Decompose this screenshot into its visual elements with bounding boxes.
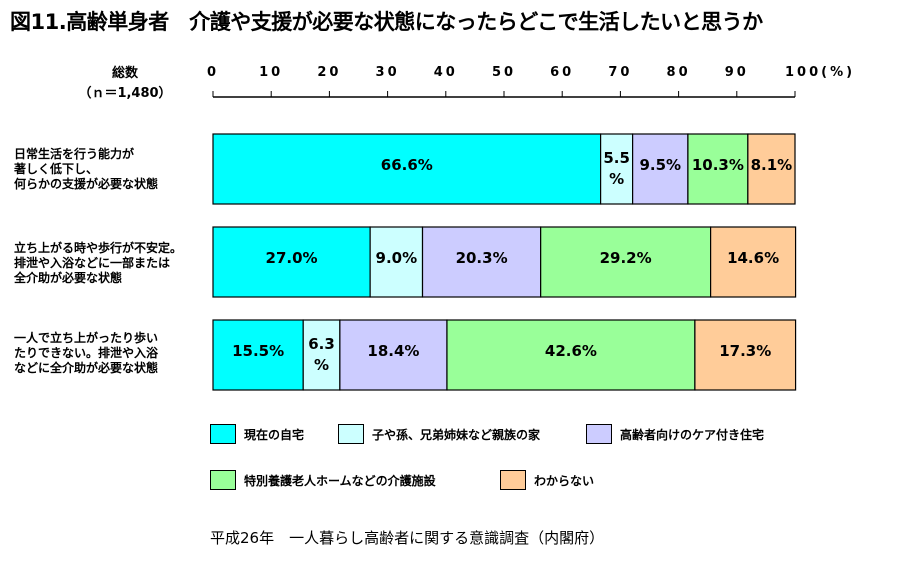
category-label-line: 立ち上がる時や歩行が不安定。 [14,241,183,255]
bar-segment [369,226,424,298]
data-label: 42.6% [545,342,597,360]
legend-swatch [338,424,364,444]
category-label: 一人で立ち上がったり歩い たりできない。排泄や入浴 などに全介助が必要な状態 [14,331,158,376]
data-label: 17.3% [719,342,771,360]
x-tick-label: 20 [317,65,341,80]
x-tick-label: 30 [376,65,400,80]
bar-segment [421,226,542,298]
bar-segment [710,226,797,298]
category-label-line: 全介助が必要な状態 [14,271,123,285]
bar-segment [339,319,448,391]
bar-segment [212,226,371,298]
bar-segment [302,319,341,391]
legend-swatch [586,424,612,444]
data-label: 8.1% [751,156,793,174]
x-tick-label: 50 [492,65,516,80]
category-label-line: 排泄や入浴などに一部または [14,256,171,270]
data-label: 27.0% [266,249,318,267]
data-label: 10.3% [692,156,744,174]
legend-label: 高齢者向けのケア付き住宅 [620,428,765,442]
source-note: 平成26年 一人暮らし高齢者に関する意識調査（内閣府） [210,529,605,547]
data-label: 66.6% [381,156,433,174]
data-label: 20.3% [456,249,508,267]
category-label: 立ち上がる時や歩行が不安定。 排泄や入浴などに一部または 全介助が必要な状態 [14,241,182,286]
bar-segment [600,133,634,205]
data-label: 9.0% [376,249,418,267]
data-label: 5.5 [603,149,630,167]
data-label: 29.2% [600,249,652,267]
legend-swatch [500,470,526,490]
x-tick-label: 0 [207,65,219,80]
x-tick-label: 40 [434,65,458,80]
legend-label: 特別養護老人ホームなどの介護施設 [244,474,436,488]
data-label: 15.5% [232,342,284,360]
category-label-line: 日常生活を行う能力が [14,147,135,161]
x-tick-label: 100(%) [785,65,855,80]
bar-segment [632,133,689,205]
total-label: 総数 （ｎ＝1,480） [70,64,180,104]
data-label: 18.4% [367,342,419,360]
bar-segment [540,226,712,298]
legend-label: 現在の自宅 [244,428,305,442]
category-label: 日常生活を行う能力が 著しく低下し、 何らかの支援が必要な状態 [14,147,158,192]
bar-segment [747,133,796,205]
bar-segment [694,319,797,391]
bar-segment [446,319,696,391]
category-label-line: たりできない。排泄や入浴 [14,346,159,360]
bar-segment [687,133,749,205]
data-label: 6.3 [308,335,335,353]
x-tick-label: 80 [667,65,691,80]
data-label-percent-sign: % [609,170,624,188]
total-label-line-2: （ｎ＝1,480） [78,86,172,101]
total-label-line-1: 総数 [111,66,138,81]
category-label-line: 何らかの支援が必要な状態 [14,177,159,191]
data-label: 14.6% [727,249,779,267]
data-label-percent-sign: % [314,356,329,374]
legend-label: 子や孫、兄弟姉妹など親族の家 [372,428,541,442]
legend-swatch [210,470,236,490]
x-tick-label: 70 [608,65,632,80]
x-tick-label: 10 [259,65,283,80]
category-label-line: などに全介助が必要な状態 [14,361,159,375]
legend-swatch [210,424,236,444]
category-label-line: 一人で立ち上がったり歩い [14,331,159,345]
x-tick-label: 90 [725,65,749,80]
chart-title: 図11.高齢単身者 介護や支援が必要な状態になったらどこで生活したいと思うか [10,10,763,34]
category-label-line: 著しく低下し、 [14,162,99,176]
legend-label: わからない [534,474,595,488]
data-label: 9.5% [639,156,681,174]
x-tick-label: 60 [550,65,574,80]
